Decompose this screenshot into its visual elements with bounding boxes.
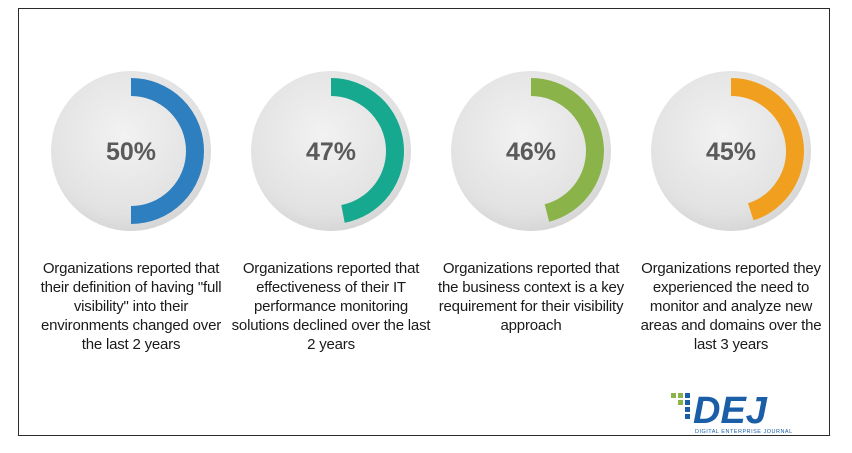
stat-block-3: 45% bbox=[631, 69, 831, 249]
caption-3: Organizations reported they experienced … bbox=[640, 260, 822, 353]
donut-arc-0 bbox=[130, 78, 204, 224]
stat-block-2: 46% bbox=[431, 69, 631, 249]
percentage-label-2: 46% bbox=[506, 138, 556, 166]
stat-block-0: 50% bbox=[31, 69, 231, 249]
donut-arc-3 bbox=[730, 78, 804, 221]
logo-pixel-mark-icon bbox=[671, 393, 690, 419]
donut-arc-1 bbox=[330, 78, 404, 223]
dej-logo: DEJ DIGITAL ENTERPRISE JOURNAL bbox=[671, 390, 793, 435]
infographic-frame: 50% 47% bbox=[18, 8, 830, 436]
caption-2: Organizations reported that the business… bbox=[438, 260, 624, 334]
caption-0: Organizations reported that their defini… bbox=[40, 260, 222, 353]
stat-block-1: 47% bbox=[231, 69, 431, 249]
logo-tagline: DIGITAL ENTERPRISE JOURNAL bbox=[695, 429, 793, 435]
percentage-label-1: 47% bbox=[306, 138, 356, 166]
donut-chart-1: 47% bbox=[251, 71, 411, 231]
donut-chart-3: 45% bbox=[651, 71, 811, 231]
donut-chart-2: 46% bbox=[451, 71, 611, 231]
donut-chart-0: 50% bbox=[51, 71, 211, 231]
percentage-label-0: 50% bbox=[106, 138, 156, 166]
caption-1: Organizations reported that effectivenes… bbox=[231, 260, 431, 353]
donut-arc-2 bbox=[530, 78, 604, 222]
percentage-label-3: 45% bbox=[706, 138, 756, 166]
logo-wordmark: DEJ bbox=[693, 390, 768, 432]
